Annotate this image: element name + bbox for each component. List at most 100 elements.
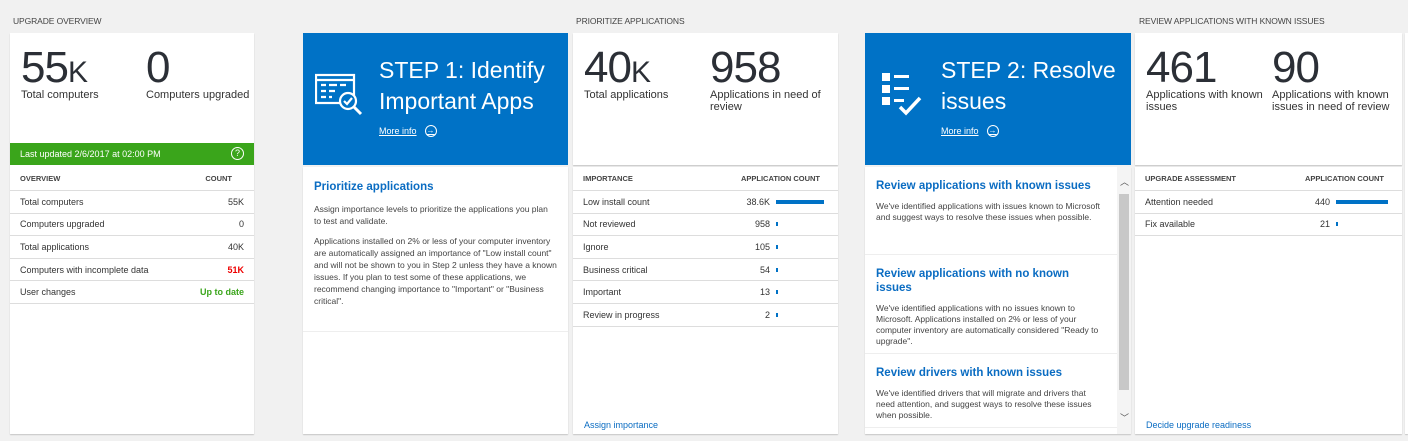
row-value: 440 (1314, 196, 1330, 207)
row-value: 51K (227, 264, 244, 275)
row-value: 0 (238, 219, 244, 230)
count-bar (776, 199, 824, 204)
column-header: IMPORTANCE (583, 174, 633, 183)
row-label: Not reviewed (583, 219, 636, 230)
kpi-label: Applications with known issues in need o… (1272, 89, 1390, 113)
row-label: Total computers (20, 196, 84, 207)
kpi-total-applications: 40K (584, 43, 651, 92)
step2-item-heading[interactable]: Review applications with known issues (876, 180, 1091, 192)
step1-tile[interactable]: STEP 1: Identify Important Apps More inf… (303, 33, 568, 165)
kpi-label: Total applications (584, 89, 669, 101)
step2-details-card: Review applications with known issues We'… (865, 167, 1131, 434)
table-row[interactable]: User changes Up to date (10, 281, 254, 304)
row-label: Business critical (583, 264, 648, 275)
row-label: Computers upgraded (20, 219, 105, 230)
row-value: Up to date (200, 287, 244, 298)
step2-tile[interactable]: STEP 2: Resolve issues More info → (865, 33, 1131, 165)
importance-table-card: IMPORTANCE APPLICATION COUNT Low install … (573, 167, 838, 434)
column-header: APPLICATION COUNT (740, 174, 820, 183)
arrow-right-circle-icon: → (986, 125, 999, 137)
count-bar (1336, 199, 1388, 204)
count-bar (776, 222, 778, 227)
table-row[interactable]: Total applications 40K (10, 236, 254, 259)
table-row[interactable]: Computers with incomplete data 51K (10, 259, 254, 282)
table-row[interactable]: Ignore 105 (573, 236, 838, 259)
table-row[interactable]: Business critical 54 (573, 259, 838, 282)
table-row[interactable]: Low install count 38.6K (573, 191, 838, 214)
step2-item: Review applications with no known issues… (865, 255, 1117, 354)
step2-item: Review applications with known issues We'… (865, 167, 1117, 255)
row-value: 54 (759, 264, 770, 275)
scrollbar-thumb[interactable] (1119, 194, 1129, 390)
description: Applications installed on 2% or less of … (314, 236, 557, 306)
kpi-label: Applications in need of review (710, 89, 821, 113)
row-label: User changes (20, 287, 76, 298)
row-value: 2 (764, 309, 770, 320)
step1-details-card: Prioritize applications Assign importanc… (303, 167, 568, 434)
prioritize-applications-heading[interactable]: Prioritize applications (314, 181, 434, 193)
step2-item-heading[interactable]: Review drivers with known issues (876, 367, 1062, 379)
app-list-search-check-icon (315, 73, 363, 116)
step1-more-info-link[interactable]: More info → (379, 125, 437, 137)
table-row[interactable]: Attention needed 440 (1135, 191, 1402, 214)
row-label: Low install count (583, 196, 650, 207)
column-header: OVERVIEW (20, 174, 61, 183)
assessment-table-card: UPGRADE ASSESSMENT APPLICATION COUNT Atte… (1135, 167, 1402, 434)
row-value: 38.6K (746, 196, 770, 207)
help-icon[interactable]: ? (231, 147, 244, 160)
step2-more-info-link[interactable]: More info → (941, 125, 999, 137)
row-label: Review in progress (583, 309, 660, 320)
step2-item-heading[interactable]: Review applications with no known issues (876, 268, 1069, 294)
kpi-apps-known-issues-review: 90 (1272, 43, 1320, 92)
table-row[interactable]: Important 13 (573, 281, 838, 304)
kpi-apps-known-issues: 461 (1146, 43, 1217, 92)
scroll-down-icon[interactable]: ﹀ (1120, 413, 1130, 423)
row-label: Attention needed (1145, 196, 1214, 207)
description: We've identified applications with no is… (876, 303, 1099, 346)
assign-importance-link[interactable]: Assign importance (584, 420, 659, 430)
description: We've identified drivers that will migra… (876, 388, 1092, 420)
row-value: 958 (754, 219, 770, 230)
row-label: Ignore (583, 241, 609, 252)
kpi-label: Total computers (21, 89, 99, 101)
step2-item: Review drivers with known issues We've id… (865, 354, 1117, 428)
table-row[interactable]: Fix available 21 (1135, 214, 1402, 237)
arrow-right-circle-icon: → (424, 125, 437, 137)
kpi-label: Applications with known issues (1146, 89, 1263, 113)
prioritize-summary-card[interactable]: 40K Total applications 958 Applications … (573, 33, 838, 165)
column-header: UPGRADE ASSESSMENT (1145, 174, 1236, 183)
checklist-icon (882, 73, 922, 116)
section-title-upgrade-overview: UPGRADE OVERVIEW (13, 16, 102, 26)
kpi-computers-upgraded: 0 (146, 43, 171, 92)
count-bar (776, 312, 778, 317)
row-value: 13 (759, 287, 770, 298)
overview-table: OVERVIEW COUNT Total computers 55K Computer… (10, 167, 254, 304)
description: Assign importance levels to prioritize t… (314, 204, 548, 226)
row-label: Computers with incomplete data (20, 264, 149, 275)
step1-title: STEP 1: Identify Important Apps (379, 57, 545, 114)
scrollbar[interactable]: ︿ ﹀ (1117, 167, 1131, 434)
row-label: Total applications (20, 241, 90, 252)
count-bar (776, 267, 778, 272)
next-card-partial (1405, 33, 1408, 434)
kpi-total-computers: 55K (21, 43, 88, 92)
count-bar (776, 244, 778, 249)
row-label: Important (583, 287, 622, 298)
kpi-label: Computers upgraded (146, 89, 250, 101)
column-header: COUNT (205, 174, 232, 183)
step2-title: STEP 2: Resolve issues (941, 57, 1116, 114)
review-summary-card[interactable]: 461 Applications with known issues 90 Ap… (1135, 33, 1402, 165)
upgrade-overview-card[interactable]: 55K Total computers 0 Computers upgraded… (10, 33, 254, 434)
table-row[interactable]: Review in progress 2 (573, 304, 838, 327)
table-row[interactable]: Total computers 55K (10, 191, 254, 214)
section-title-review-known-issues: REVIEW APPLICATIONS WITH KNOWN ISSUES (1139, 16, 1325, 26)
last-updated-banner: Last updated 2/6/2017 at 02:00 PM? (10, 143, 254, 165)
row-value: 21 (1319, 219, 1330, 230)
row-label: Fix available (1145, 219, 1196, 230)
scroll-up-icon[interactable]: ︿ (1120, 177, 1130, 187)
count-bar (1336, 222, 1339, 227)
table-row[interactable]: Computers upgraded 0 (10, 214, 254, 237)
description: We've identified applications with issue… (876, 201, 1100, 222)
decide-upgrade-readiness-link[interactable]: Decide upgrade readiness (1146, 420, 1252, 430)
table-row[interactable]: Not reviewed 958 (573, 214, 838, 237)
